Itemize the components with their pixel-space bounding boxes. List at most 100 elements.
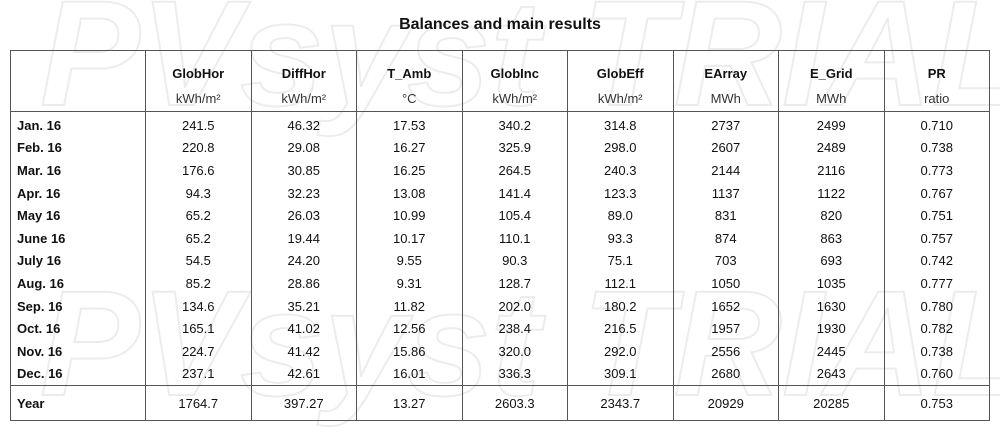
cell: 874 — [672, 226, 779, 250]
row-label: Nov. 16 — [10, 339, 146, 363]
cell: 1652 — [672, 294, 779, 318]
cell: 2116 — [778, 159, 884, 182]
cell: 2489 — [778, 136, 884, 160]
cell: 12.56 — [356, 317, 462, 340]
data-row: Mar. 16 176.6 30.85 16.25 264.5 240.3 2144 2116… — [10, 159, 990, 182]
cell: 65.2 — [145, 226, 251, 250]
data-row: Sep. 16 134.6 35.21 11.82 202.0 180.2 1652 1630… — [10, 294, 990, 318]
cell: 112.1 — [567, 272, 673, 295]
cell: 180.2 — [567, 294, 673, 318]
cell: 0.742 — [883, 249, 990, 273]
cell: 0.738 — [883, 136, 990, 160]
cell: 703 — [672, 249, 779, 273]
data-row: July 16 54.5 24.20 9.55 90.3 75.1 703 693 0.742 — [10, 249, 990, 273]
cell: 13.27 — [356, 385, 462, 421]
cell: 240.3 — [567, 159, 673, 182]
data-row: Apr. 16 94.3 32.23 13.08 141.4 123.3 1137 1122 0… — [10, 181, 990, 205]
cell: 241.5 — [145, 111, 251, 137]
column-header: EArray — [672, 50, 779, 85]
cell: 105.4 — [461, 204, 568, 227]
column-header: DiffHor — [250, 50, 357, 85]
cell: 0.757 — [883, 226, 990, 250]
cell: 123.3 — [567, 181, 673, 205]
cell: 29.08 — [250, 136, 357, 160]
column-unit: MWh — [672, 85, 779, 112]
cell: 26.03 — [250, 204, 357, 227]
cell: 1035 — [778, 272, 884, 295]
data-row: May 16 65.2 26.03 10.99 105.4 89.0 831 820 0.751 — [10, 204, 990, 227]
cell: 75.1 — [567, 249, 673, 273]
cell: 24.20 — [250, 249, 357, 273]
row-label: Dec. 16 — [10, 362, 146, 386]
cell: 397.27 — [250, 385, 357, 421]
cell: 54.5 — [145, 249, 251, 273]
cell: 237.1 — [145, 362, 251, 386]
cell: 32.23 — [250, 181, 357, 205]
cell: 1957 — [672, 317, 779, 340]
cell: 16.27 — [356, 136, 462, 160]
cell: 325.9 — [461, 136, 568, 160]
row-label: May 16 — [10, 204, 146, 227]
row-label: Mar. 16 — [10, 159, 146, 182]
column-header: E_Grid — [778, 50, 884, 85]
cell: 141.4 — [461, 181, 568, 205]
cell: 2343.7 — [567, 385, 673, 421]
data-row: Feb. 16 220.8 29.08 16.27 325.9 298.0 2607 2489… — [10, 136, 990, 160]
cell: 20929 — [672, 385, 779, 421]
cell: 9.55 — [356, 249, 462, 273]
cell: 93.3 — [567, 226, 673, 250]
cell: 220.8 — [145, 136, 251, 160]
cell: 238.4 — [461, 317, 568, 340]
cell: 2737 — [672, 111, 779, 137]
cell: 0.782 — [883, 317, 990, 340]
column-unit: ratio — [883, 85, 990, 112]
cell: 2607 — [672, 136, 779, 160]
row-label: July 16 — [10, 249, 146, 273]
column-unit: kWh/m² — [567, 85, 673, 112]
column-header: PR — [883, 50, 990, 85]
cell: 0.738 — [883, 339, 990, 363]
cell: 0.777 — [883, 272, 990, 295]
cell: 16.25 — [356, 159, 462, 182]
results-table: GlobHor DiffHor T_Amb GlobInc GlobEff EArray E… — [10, 50, 990, 422]
cell: 128.7 — [461, 272, 568, 295]
cell: 13.08 — [356, 181, 462, 205]
cell: 2643 — [778, 362, 884, 386]
cell: 110.1 — [461, 226, 568, 250]
cell: 16.01 — [356, 362, 462, 386]
cell: 292.0 — [567, 339, 673, 363]
data-row: Aug. 16 85.2 28.86 9.31 128.7 112.1 1050 1035 0.… — [10, 272, 990, 295]
cell: 863 — [778, 226, 884, 250]
cell: 10.99 — [356, 204, 462, 227]
column-unit: °C — [356, 85, 462, 112]
cell: 264.5 — [461, 159, 568, 182]
column-header: GlobHor — [145, 50, 251, 85]
cell: 1764.7 — [145, 385, 251, 421]
cell: 309.1 — [567, 362, 673, 386]
row-label: Feb. 16 — [10, 136, 146, 160]
cell: 90.3 — [461, 249, 568, 273]
cell: 1050 — [672, 272, 779, 295]
cell: 15.86 — [356, 339, 462, 363]
cell: 176.6 — [145, 159, 251, 182]
cell: 41.42 — [250, 339, 357, 363]
cell: 65.2 — [145, 204, 251, 227]
cell: 0.767 — [883, 181, 990, 205]
cell: 1122 — [778, 181, 884, 205]
cell: 820 — [778, 204, 884, 227]
column-header: GlobEff — [567, 50, 673, 85]
row-label: Jan. 16 — [10, 111, 146, 137]
cell: 340.2 — [461, 111, 568, 137]
row-label: Apr. 16 — [10, 181, 146, 205]
row-label: Oct. 16 — [10, 317, 146, 340]
cell: 10.17 — [356, 226, 462, 250]
cell: 2680 — [672, 362, 779, 386]
cell: 0.751 — [883, 204, 990, 227]
cell: 46.32 — [250, 111, 357, 137]
cell: 165.1 — [145, 317, 251, 340]
cell: 298.0 — [567, 136, 673, 160]
cell: 202.0 — [461, 294, 568, 318]
cell: 42.61 — [250, 362, 357, 386]
cell: 0.710 — [883, 111, 990, 137]
data-row: Nov. 16 224.7 41.42 15.86 320.0 292.0 2556 2445… — [10, 339, 990, 363]
